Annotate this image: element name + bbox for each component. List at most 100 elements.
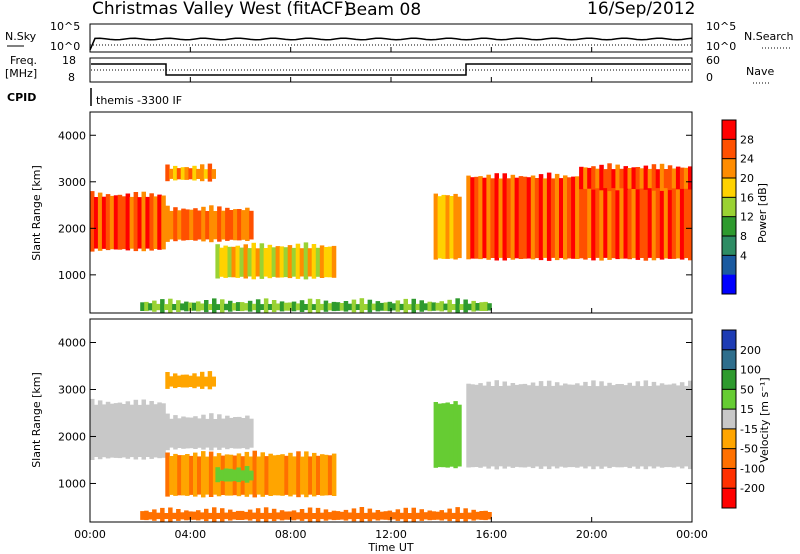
echo-cell xyxy=(403,298,408,313)
echo-cell xyxy=(288,452,293,497)
echo-cell xyxy=(395,509,401,521)
colorbar-frame xyxy=(721,119,737,295)
echo-cell xyxy=(201,414,206,450)
echo-cell xyxy=(165,164,170,182)
echo-cell xyxy=(299,300,305,312)
x-axis-label: Time UT xyxy=(367,541,413,554)
echo-cell xyxy=(233,417,238,449)
echo-cell xyxy=(323,300,329,312)
echo-cell xyxy=(343,509,349,521)
echo-cell xyxy=(173,453,178,496)
echo-cell xyxy=(216,304,221,310)
echo-cell xyxy=(466,175,471,260)
echo-cell xyxy=(651,381,657,469)
colorbar-swatch xyxy=(722,448,736,469)
echo-cell xyxy=(279,246,285,278)
colorbar-swatch xyxy=(722,178,736,198)
echo-cell xyxy=(201,206,206,242)
colorbar-swatch xyxy=(722,197,736,218)
echo-cell xyxy=(327,512,333,520)
noise-right-tick-bottom: 10^0 xyxy=(706,40,736,53)
x-tick-label: 08:00 xyxy=(275,528,307,541)
echo-cell xyxy=(445,402,450,468)
echo-cell xyxy=(587,386,592,467)
echo-cell xyxy=(117,194,123,250)
echo-region xyxy=(140,298,492,313)
echo-cell xyxy=(387,510,393,521)
echo-cell xyxy=(303,304,309,311)
echo-cell xyxy=(308,456,313,495)
echo-cell xyxy=(371,303,377,311)
x-tick-label: 20:00 xyxy=(576,528,608,541)
echo-cell xyxy=(181,455,186,496)
echo-cell xyxy=(197,456,202,495)
echo-cell xyxy=(90,398,95,460)
echo-cell xyxy=(583,167,588,189)
echo-cell xyxy=(607,174,612,260)
echo-cell xyxy=(307,248,313,277)
echo-cell xyxy=(655,178,661,259)
colorbar-tick-label: 20 xyxy=(740,172,754,185)
echo-cell xyxy=(243,511,249,520)
echo-cell xyxy=(319,512,325,520)
echo-cell xyxy=(208,451,214,497)
echo-cell xyxy=(619,176,624,259)
echo-cell xyxy=(141,399,146,460)
echo-cell xyxy=(615,164,620,191)
echo-cell xyxy=(188,168,193,180)
echo-cell xyxy=(474,176,479,259)
echo-cell xyxy=(475,303,480,311)
echo-cell xyxy=(459,512,464,519)
echo-cell xyxy=(165,413,170,451)
echo-cell xyxy=(457,196,462,259)
echo-cell xyxy=(559,178,564,259)
echo-cell xyxy=(172,304,177,311)
echo-region xyxy=(90,398,166,460)
echo-cell xyxy=(295,243,301,279)
colorbar-swatch xyxy=(722,488,736,509)
echo-cell xyxy=(510,383,516,468)
echo-cell xyxy=(611,385,616,467)
echo-cell xyxy=(542,178,548,258)
echo-cell xyxy=(237,209,242,241)
echo-cell xyxy=(181,208,186,241)
echo-cell xyxy=(627,175,632,260)
echo-cell xyxy=(157,402,162,459)
echo-cell xyxy=(291,510,297,521)
echo-cell xyxy=(140,511,145,520)
echo-cell xyxy=(156,303,161,311)
echo-cell xyxy=(445,195,450,259)
echo-cell xyxy=(213,211,218,240)
power-panel xyxy=(89,111,693,314)
echo-cell xyxy=(323,509,329,521)
echo-cell xyxy=(255,248,261,277)
echo-cell xyxy=(595,386,600,467)
echo-cell xyxy=(189,209,194,240)
echo-cell xyxy=(591,166,596,190)
echo-cell xyxy=(631,177,636,259)
echo-cell xyxy=(176,509,181,521)
echo-cell xyxy=(215,467,221,483)
colorbar-tick-label: -100 xyxy=(740,462,765,475)
echo-cell xyxy=(482,177,487,259)
echo-cell xyxy=(311,304,317,310)
echo-cell xyxy=(435,511,440,520)
echo-cell xyxy=(567,384,572,468)
echo-cell xyxy=(180,303,185,311)
echo-cell xyxy=(631,385,636,467)
echo-cell xyxy=(212,298,217,313)
echo-cell xyxy=(375,510,381,521)
echo-cell xyxy=(623,177,628,259)
echo-cell xyxy=(571,176,576,259)
echo-cell xyxy=(169,376,174,387)
echo-cell xyxy=(679,167,685,189)
echo-cell xyxy=(280,454,285,496)
echo-cell xyxy=(197,210,202,240)
y-tick-label: 3000 xyxy=(58,383,86,396)
echo-cell xyxy=(295,512,301,520)
x-tick-label: 16:00 xyxy=(475,528,507,541)
echo-cell xyxy=(587,167,592,189)
echo-cell xyxy=(215,244,220,279)
echo-cell xyxy=(200,371,205,389)
echo-cell xyxy=(316,455,321,495)
